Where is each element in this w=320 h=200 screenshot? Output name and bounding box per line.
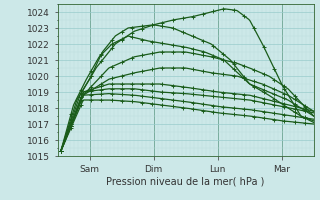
X-axis label: Pression niveau de la mer( hPa ): Pression niveau de la mer( hPa ) (107, 177, 265, 187)
